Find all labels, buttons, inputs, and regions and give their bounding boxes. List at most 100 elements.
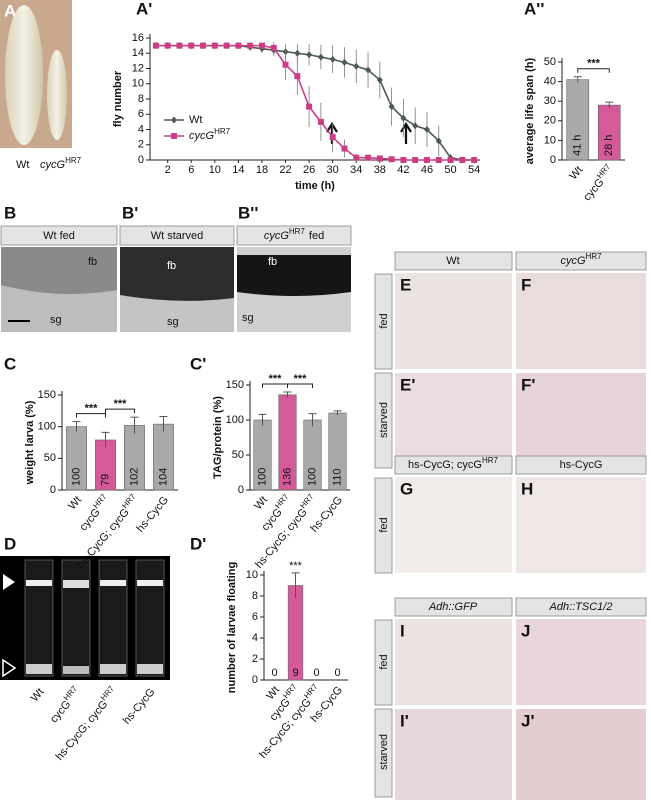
value-label: 104 — [157, 468, 169, 486]
series-line — [155, 44, 475, 161]
x-tick-label: 54 — [468, 164, 480, 176]
micrograph-b — [1, 247, 351, 332]
point — [200, 42, 207, 49]
point — [329, 134, 336, 141]
point — [294, 73, 301, 80]
y-tick-label: 100 — [226, 414, 244, 426]
label-superscript: HR7 — [62, 684, 80, 702]
x-tick-label: 2 — [165, 164, 171, 176]
point — [376, 76, 383, 84]
value-label: 110 — [331, 468, 343, 486]
point — [306, 51, 313, 59]
value-label: 9 — [292, 667, 298, 679]
label-text: hs-CycG — [134, 494, 171, 534]
y-tick-label: 20 — [544, 115, 556, 127]
y-tick-label: 4 — [252, 632, 258, 644]
arrow — [326, 121, 338, 144]
photo-a — [0, 0, 72, 148]
x-tick-label: Wt — [567, 164, 585, 182]
y-tick-label: 150 — [226, 379, 244, 391]
genotype-label: cycGHR7 — [40, 156, 82, 171]
x-tick-label: 6 — [188, 164, 194, 176]
tissue-label: fb — [88, 256, 97, 268]
row-label: starved — [378, 734, 390, 770]
panel-letter: J' — [521, 711, 535, 730]
y-tick-label: 50 — [544, 56, 556, 68]
point — [388, 103, 395, 111]
x-tick-label: 50 — [444, 164, 456, 176]
arrow — [400, 121, 412, 144]
photo-d — [0, 556, 170, 680]
point — [294, 49, 301, 57]
y-tick-label: 14 — [132, 47, 144, 59]
point — [353, 154, 360, 161]
point — [423, 157, 430, 163]
x-axis-label: time (h) — [295, 180, 335, 192]
point — [176, 42, 183, 49]
label-superscript: HR7 — [120, 492, 138, 510]
header-text: Wt fed — [43, 230, 75, 242]
tissue-label: sg — [167, 316, 179, 328]
label-text: cycG — [581, 176, 606, 203]
point — [341, 58, 348, 66]
y-tick-label: 8 — [252, 590, 258, 602]
label-text: hs-CycG — [121, 686, 158, 726]
panel-letter: H — [521, 479, 533, 498]
point — [247, 42, 254, 49]
label-text: Wt — [567, 164, 585, 182]
x-tick-label: hs-CycG — [134, 494, 171, 534]
y-tick-label: 2 — [252, 653, 258, 665]
x-tick-label: 46 — [421, 164, 433, 176]
x-tick-label: 30 — [327, 164, 339, 176]
point — [423, 126, 430, 133]
y-tick-label: 0 — [50, 484, 56, 496]
x-tick-label: 10 — [209, 164, 221, 176]
value-label: 100 — [256, 468, 268, 486]
significance-bracket — [105, 408, 135, 414]
y-tick-label: 50 — [232, 449, 244, 461]
significance-label: *** — [269, 373, 283, 385]
panel-letter: E' — [400, 375, 415, 394]
value-label: 79 — [99, 474, 111, 486]
y-tick-label: 0 — [238, 484, 244, 496]
annotation: *** — [289, 560, 303, 572]
header-text: hs-CycG; cycGHR7 — [408, 456, 499, 471]
label-superscript: HR7 — [273, 492, 291, 510]
point — [317, 53, 324, 61]
right-panels — [374, 251, 647, 800]
point — [306, 103, 313, 110]
series-line — [155, 44, 475, 161]
panel-letter: C' — [190, 354, 206, 373]
point — [412, 157, 419, 163]
point — [400, 157, 407, 163]
panel-letter: I — [400, 621, 405, 640]
point — [282, 61, 289, 68]
point — [329, 55, 336, 63]
genotype-label: Wt — [16, 159, 29, 171]
significance-label: *** — [85, 403, 99, 415]
value-label: 100 — [306, 468, 318, 486]
label-text: cycG — [77, 506, 102, 533]
point — [365, 66, 372, 74]
value-label: 102 — [128, 468, 140, 486]
x-tick-label: Wt — [264, 684, 282, 702]
panel-letter: A' — [136, 0, 152, 18]
panel-letter: F — [521, 275, 531, 294]
value-label: 0 — [313, 667, 319, 679]
x-tick-label: 42 — [397, 164, 409, 176]
point — [164, 42, 171, 49]
y-tick-label: 0 — [550, 154, 556, 166]
value-label: 136 — [281, 468, 293, 486]
y-axis-label: weight larva (%) — [24, 400, 36, 485]
tissue-label: fb — [268, 256, 277, 268]
row-label: starved — [378, 402, 390, 438]
photo-label: hs-CycG — [121, 686, 158, 726]
panel-letter: B' — [122, 203, 138, 222]
y-tick-label: 16 — [132, 32, 144, 44]
y-tick-label: 6 — [252, 611, 258, 623]
y-tick-label: 50 — [44, 452, 56, 464]
row-label: fed — [378, 517, 390, 532]
label-text: Wt — [252, 494, 270, 512]
panel-letter: J — [521, 621, 530, 640]
